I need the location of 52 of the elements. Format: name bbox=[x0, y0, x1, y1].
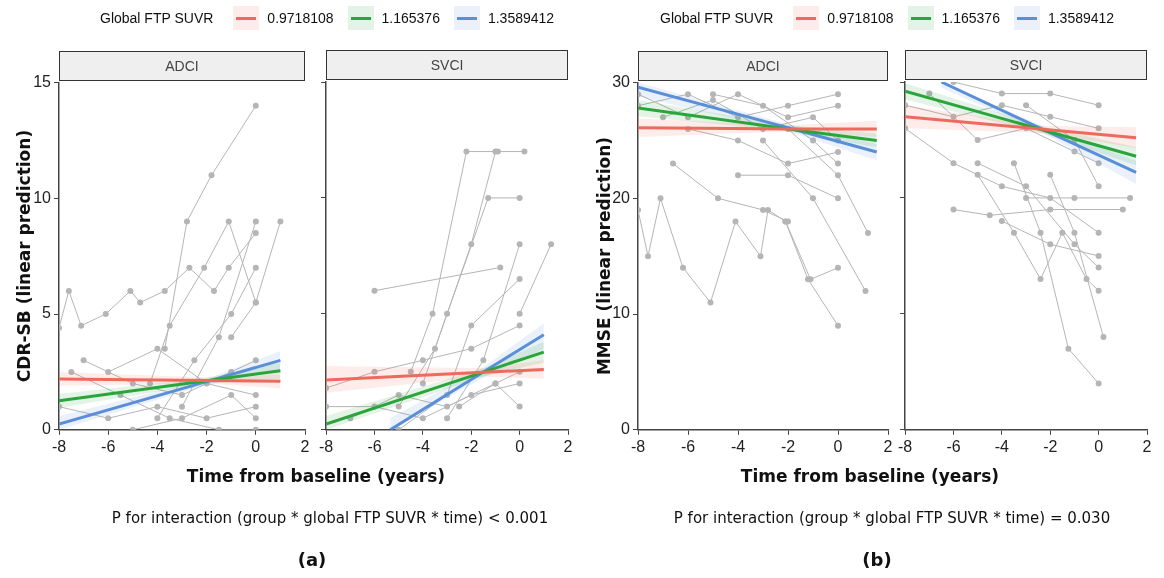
x-tick-label: -2 bbox=[780, 437, 796, 455]
legend-title: Global FTP SUVR bbox=[660, 10, 774, 26]
x-tick-label: 2 bbox=[300, 437, 310, 455]
x-tick-label: -8 bbox=[51, 437, 67, 455]
chart-title: ADCI bbox=[638, 50, 888, 81]
legend-label: 1.3589412 bbox=[487, 10, 555, 26]
x-tick-label: -6 bbox=[367, 437, 382, 455]
text: P for interaction (group * global FTP SUVR * time) = 0.030 bbox=[673, 509, 1111, 527]
legend-title: Global FTP SUVR bbox=[100, 10, 214, 26]
chart-title: ADCI bbox=[59, 50, 305, 81]
legend-label: 0.9718108 bbox=[267, 10, 334, 26]
x-tick-label: -6 bbox=[101, 437, 116, 455]
y-axis-title: CDR-SB (linear prediction) bbox=[14, 130, 34, 383]
x-tick-label: 0 bbox=[251, 437, 261, 455]
x-tick-label: 2 bbox=[883, 437, 893, 455]
x-tick-label: 2 bbox=[563, 437, 573, 455]
y-tick-label: 0 bbox=[621, 420, 631, 438]
x-tick-label: -2 bbox=[464, 437, 479, 455]
y-tick-label: 30 bbox=[612, 73, 631, 91]
y-tick-label: 0 bbox=[42, 420, 52, 438]
text: (b) bbox=[862, 549, 892, 570]
text: P for interaction (group * global FTP SUVR * time) < 0.001 bbox=[111, 509, 549, 527]
legend-label: 1.3589412 bbox=[1047, 10, 1115, 26]
text: (a) bbox=[297, 549, 327, 570]
y-tick-label: 10 bbox=[612, 304, 631, 322]
x-tick-label: -4 bbox=[415, 437, 431, 455]
x-tick-label: -2 bbox=[1043, 437, 1058, 455]
y-tick-label: 15 bbox=[33, 73, 52, 91]
x-axis-title: Time from baseline (years) bbox=[185, 466, 447, 486]
x-tick-label: -6 bbox=[680, 437, 696, 455]
x-tick-label: -6 bbox=[946, 437, 961, 455]
x-tick-label: 0 bbox=[515, 437, 525, 455]
x-tick-label: -4 bbox=[994, 437, 1010, 455]
x-tick-label: -8 bbox=[319, 437, 334, 455]
y-tick-label: 5 bbox=[42, 304, 52, 322]
legend-label: 0.9718108 bbox=[827, 10, 894, 26]
y-tick-label: 20 bbox=[612, 188, 631, 206]
x-tick-label: -8 bbox=[630, 437, 646, 455]
chart-title: SVCI bbox=[905, 50, 1147, 80]
y-tick-label: 10 bbox=[33, 188, 52, 206]
legend-label: 1.165376 bbox=[381, 10, 440, 26]
chart-title: SVCI bbox=[326, 50, 568, 80]
x-tick-label: 0 bbox=[1094, 437, 1104, 455]
legend-label: 1.165376 bbox=[941, 10, 1000, 26]
x-tick-label: -8 bbox=[898, 437, 913, 455]
x-tick-label: -2 bbox=[199, 437, 214, 455]
x-axis-title: Time from baseline (years) bbox=[739, 466, 1001, 486]
x-tick-label: 0 bbox=[833, 437, 843, 455]
x-tick-label: 2 bbox=[1142, 437, 1152, 455]
x-tick-label: -4 bbox=[730, 437, 746, 455]
y-axis-title: MMSE (linear prediction) bbox=[594, 137, 614, 376]
x-tick-label: -4 bbox=[150, 437, 165, 455]
